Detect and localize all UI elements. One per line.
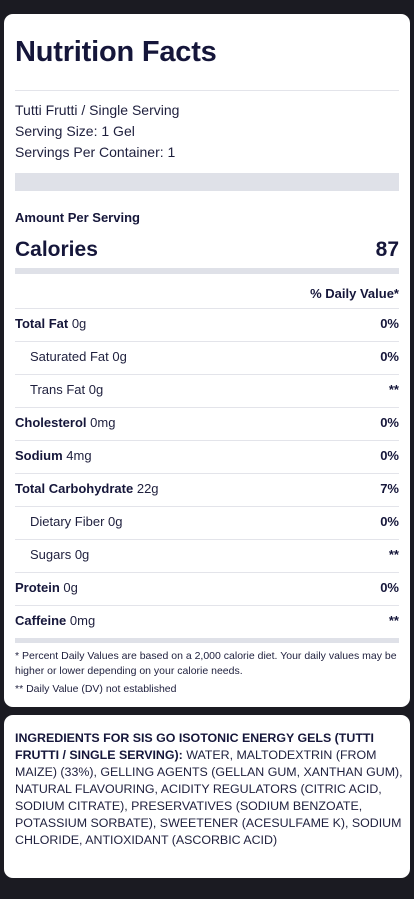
divider <box>15 90 399 91</box>
nutrient-row: Cholesterol 0mg 0% <box>15 407 399 439</box>
nutrient-amount: 4mg <box>66 448 92 463</box>
serving-size: Serving Size: 1 Gel <box>15 123 135 139</box>
nutrient-row: Sugars 0g ** <box>15 539 399 571</box>
nutrient-dv: ** <box>388 613 399 628</box>
nutrient-name: Total Fat <box>15 316 69 331</box>
nutrient-name: Cholesterol <box>15 415 87 430</box>
ingredients-heading: INGREDIENTS FOR SIS GO ISOTONIC ENERGY G… <box>15 731 374 762</box>
nutrient-name: Saturated Fat <box>30 349 109 364</box>
nutrient-amount: 0g <box>71 316 87 331</box>
calories-label: Calories <box>15 238 98 261</box>
nutrient-dv: 0% <box>380 415 399 430</box>
nutrient-name: Sugars <box>30 547 72 562</box>
footnote-dv-not-established: ** Daily Value (DV) not established <box>15 683 177 695</box>
page-title: Nutrition Facts <box>15 36 217 68</box>
nutrient-amount: 0g <box>63 580 78 595</box>
nutrient-dv: 0% <box>380 580 399 595</box>
nutrient-row: Protein 0g 0% <box>15 572 399 604</box>
nutrient-row: Dietary Fiber 0g 0% <box>15 506 399 538</box>
nutrient-name: Caffeine <box>15 613 67 628</box>
nutrient-dv: 0% <box>380 349 399 364</box>
nutrient-row: Total Fat 0g 0% <box>15 308 399 340</box>
nutrition-facts-panel: Nutrition Facts Tutti Frutti / Single Se… <box>4 14 410 707</box>
nutrient-row: Saturated Fat 0g 0% <box>15 341 399 373</box>
nutrient-dv: 7% <box>380 481 399 496</box>
nutrient-name: Total Carbohydrate <box>15 481 134 496</box>
ingredients-text: INGREDIENTS FOR SIS GO ISOTONIC ENERGY G… <box>15 730 405 849</box>
nutrient-row: Sodium 4mg 0% <box>15 440 399 472</box>
servings-per-container: Servings Per Container: 1 <box>15 144 176 160</box>
nutrient-name: Trans Fat <box>30 382 86 397</box>
nutrient-amount: 22g <box>136 481 159 496</box>
nutrient-name: Sodium <box>15 448 63 463</box>
nutrient-amount: 0g <box>108 514 123 529</box>
footnote-daily-values: * Percent Daily Values are based on a 2,… <box>15 650 397 677</box>
amount-per-serving-label: Amount Per Serving <box>15 210 140 225</box>
nutrient-amount: 0g <box>74 547 90 562</box>
nutrient-dv: 0% <box>380 514 399 529</box>
nutrient-dv: ** <box>388 382 399 397</box>
nutrient-amount: 0g <box>112 349 127 364</box>
medium-divider <box>15 638 399 643</box>
nutrient-dv: 0% <box>380 316 399 331</box>
nutrient-dv: ** <box>388 547 399 562</box>
nutrient-dv: 0% <box>380 448 399 463</box>
nutrient-row: Total Carbohydrate 22g 7% <box>15 473 399 505</box>
medium-divider <box>15 268 399 274</box>
daily-value-header: % Daily Value* <box>310 286 399 301</box>
thick-divider <box>15 173 399 191</box>
calories-value: 87 <box>375 238 399 261</box>
nutrient-row: Trans Fat 0g ** <box>15 374 399 406</box>
nutrient-name: Protein <box>15 580 60 595</box>
serving-product: Tutti Frutti / Single Serving <box>15 102 180 118</box>
nutrient-amount: 0mg <box>69 613 96 628</box>
ingredients-panel: INGREDIENTS FOR SIS GO ISOTONIC ENERGY G… <box>4 715 410 878</box>
nutrient-name: Dietary Fiber <box>30 514 105 529</box>
nutrient-amount: 0mg <box>90 415 116 430</box>
ingredients-list: WATER, MALTODEXTRIN (FROM MAIZE) (33%), … <box>15 748 403 847</box>
nutrient-amount: 0g <box>88 382 104 397</box>
nutrient-row: Caffeine 0mg ** <box>15 605 399 637</box>
